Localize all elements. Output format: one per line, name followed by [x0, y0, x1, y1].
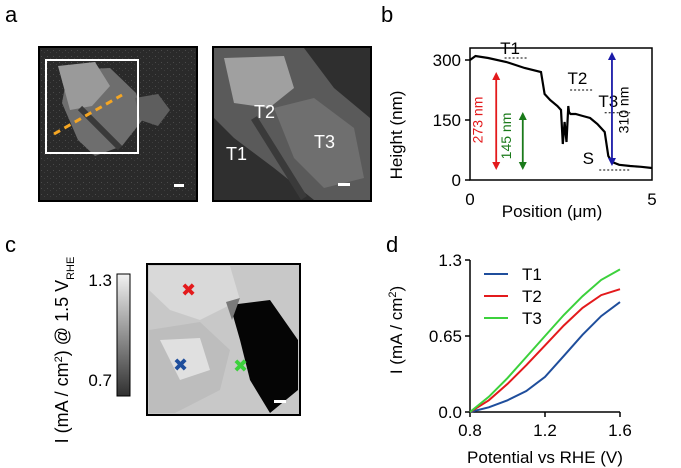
marker-t3: ✖: [233, 356, 249, 376]
colorbar-min: 0.7: [88, 371, 112, 390]
xlabel-position: Position (μm): [502, 202, 602, 221]
y-tick-label: 0.65: [429, 327, 462, 346]
annotation-s: S: [583, 149, 594, 168]
colorbar: [116, 273, 131, 397]
chart-current-potential: I (mA / cm2) Potential vs RHE (V) 0.0 0.6…: [387, 251, 632, 467]
label-t2: T2: [254, 102, 276, 122]
micrograph-zoom: T2 T1 T3: [212, 46, 372, 202]
label-310nm: 310 nm: [615, 87, 631, 134]
label-t1: T1: [226, 144, 248, 164]
arrow-273nm-head-top: [492, 72, 501, 80]
y-tick-label: 0: [452, 171, 461, 190]
panel-letter-b: b: [381, 2, 394, 27]
annotation-t1: T1: [500, 39, 520, 58]
micrograph-zoom-image: [214, 48, 370, 200]
series-line-t2: [469, 288, 621, 413]
series-line-t3: [469, 268, 621, 413]
label-145nm: 145 nm: [498, 113, 514, 160]
xlabel-potential: Potential vs RHE (V): [467, 448, 623, 467]
arrow-310nm-head-top: [607, 52, 616, 60]
arrow-145nm-head-top: [518, 112, 527, 120]
marker-t2: ✖: [181, 280, 197, 300]
label-t3: T3: [314, 132, 336, 152]
current-map: [146, 263, 301, 416]
x-tick-label: 1.2: [533, 421, 557, 440]
label-273nm: 273 nm: [470, 97, 486, 144]
y-tick-label: 150: [433, 111, 461, 130]
panel-letter-c: c: [5, 232, 16, 257]
arrow-273nm-head-bottom: [492, 162, 501, 170]
current-map-panel: I (mA / cm2) @ 1.5 VRHE 1.3 0.7: [52, 257, 301, 444]
arrow-145nm-head-bottom: [518, 162, 527, 170]
scale-bar: [174, 184, 184, 187]
legend-label-t1: T1: [522, 265, 542, 284]
marker-t1: ✖: [173, 355, 189, 375]
y-tick-label: 0.0: [438, 403, 462, 422]
arrow-310nm-head-bottom: [607, 158, 616, 166]
colorbar-max: 1.3: [88, 271, 112, 290]
colorbar-label: I (mA / cm2) @ 1.5 VRHE: [52, 257, 77, 444]
x-tick-label: 0: [465, 190, 474, 209]
micrograph-overview: [38, 46, 198, 202]
plot-frame: [469, 47, 653, 181]
series-line-t1: [469, 301, 621, 413]
inset-box: [45, 59, 139, 154]
x-tick-label: 1.6: [608, 421, 632, 440]
ylabel-height: Height (nm): [387, 91, 406, 180]
y-tick-label: 1.3: [438, 251, 462, 270]
legend-label-t2: T2: [522, 287, 542, 306]
panel-letter-d: d: [386, 232, 399, 257]
ylabel-current: I (mA / cm2): [387, 286, 406, 374]
scale-bar: [338, 183, 350, 186]
annotation-t3: T3: [598, 92, 618, 111]
micrograph-overview-image: [40, 48, 196, 200]
y-tick-label: 300: [433, 51, 461, 70]
annotation-t2: T2: [567, 69, 587, 88]
x-tick-label: 5: [647, 190, 656, 209]
profile-line: [53, 93, 123, 136]
x-tick-label: 0.8: [458, 421, 482, 440]
panel-letter-a: a: [5, 2, 18, 27]
chart-height-profile: Height (nm) Position (μm) 0 150 300 0 5 T1 T2 T…: [387, 39, 657, 221]
legend-label-t3: T3: [522, 309, 542, 328]
